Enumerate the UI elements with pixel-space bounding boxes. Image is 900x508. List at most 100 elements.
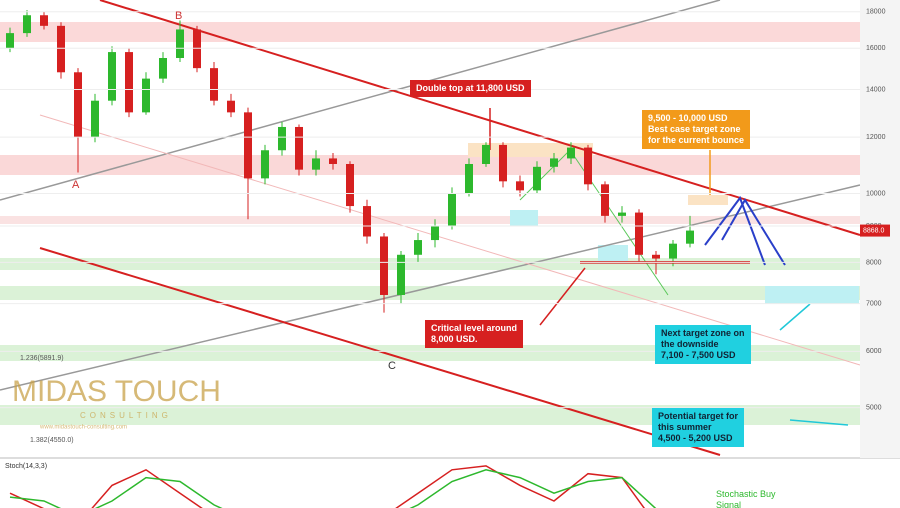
candle-body	[74, 72, 82, 138]
point-label: A	[72, 179, 80, 191]
candle-body	[295, 126, 303, 170]
annotation-line: Critical level around	[431, 323, 518, 333]
logo-sub: CONSULTING	[80, 411, 172, 420]
fib-label: 1.236(5891.9)	[20, 355, 64, 362]
y-tick-label: 6000	[866, 348, 882, 355]
trendline	[0, 0, 721, 201]
candle-body	[57, 25, 65, 73]
candle-body	[516, 181, 524, 191]
candle-body	[312, 158, 320, 170]
candle-body	[108, 52, 116, 101]
candle-body	[227, 100, 235, 113]
zone	[598, 245, 628, 261]
trendline	[0, 184, 861, 391]
annotation-line: for the current bounce	[648, 135, 745, 145]
zone	[765, 286, 859, 304]
candle-body	[23, 15, 31, 34]
annotation: Double top at 11,800 USD	[410, 80, 531, 97]
channel-line	[39, 114, 861, 366]
y-tick-label: 8000	[866, 259, 882, 266]
y-tick-label: 7000	[866, 301, 882, 308]
projection-arrow	[721, 198, 786, 266]
candle-body	[414, 240, 422, 255]
candle-body	[669, 243, 677, 259]
annotation-line: Potential target for	[658, 411, 739, 421]
candle-body	[448, 193, 456, 227]
stoch-label: Stoch(14,3,3)	[5, 463, 47, 470]
candle-body	[686, 230, 694, 244]
logo-name: MIDAS TOUCH	[12, 375, 221, 408]
zone	[0, 345, 860, 361]
zone	[0, 258, 860, 270]
zone	[0, 22, 860, 42]
last-price-label: 8868.0	[863, 227, 885, 234]
candles	[6, 10, 750, 313]
annotation-line: Next target zone on	[661, 328, 745, 338]
candle-body	[244, 112, 252, 179]
candle-body	[329, 158, 337, 164]
stochastic-pane	[9, 465, 657, 508]
stoch-line	[9, 469, 657, 508]
annotation: Potential target for this summer 4,500 - 5…	[652, 408, 745, 447]
channel-line	[99, 0, 861, 236]
pointer	[779, 303, 811, 331]
candle-body	[618, 212, 626, 216]
candle-body	[91, 100, 99, 138]
candle-body	[278, 126, 286, 151]
candle-body	[584, 147, 592, 185]
logo-url: www.midastouch-consulting.com	[39, 425, 127, 431]
candle-body	[176, 29, 184, 59]
annotation-line: Best case target zone	[648, 124, 741, 134]
candle-body	[567, 147, 575, 159]
annotation-line: 8,000 USD.	[431, 334, 478, 344]
point-label: C	[388, 360, 396, 372]
candle-body	[380, 236, 388, 295]
candle-body	[363, 206, 371, 237]
annotation: Stochastic Buy Signal	[710, 486, 782, 508]
y-tick-label: 12000	[866, 134, 886, 141]
fib-label: 1.382(4550.0)	[30, 437, 74, 444]
candle-body	[431, 226, 439, 241]
candle-body	[482, 144, 490, 164]
zone	[688, 195, 728, 205]
candle-body	[125, 52, 133, 113]
y-tick-label: 5000	[866, 405, 882, 412]
annotation-line: 4,500 - 5,200 USD	[658, 433, 733, 443]
candle-body	[40, 15, 48, 26]
candle-body	[465, 163, 473, 194]
point-label: B	[175, 10, 182, 22]
pointer	[539, 267, 586, 326]
candle-body	[193, 29, 201, 69]
candle-body	[550, 158, 558, 167]
annotation-line: Stochastic Buy	[716, 489, 776, 499]
annotation: Critical level around 8,000 USD.	[425, 320, 524, 348]
zone	[0, 286, 860, 300]
annotation-line: Signal	[716, 500, 742, 508]
candle-body	[142, 78, 150, 113]
annotation-line: this summer	[658, 422, 712, 432]
candle-body	[261, 150, 269, 179]
last-price-tag	[860, 224, 890, 237]
pointer	[789, 419, 849, 426]
candle-body	[397, 254, 405, 295]
candle-body	[635, 212, 643, 255]
y-tick-label: 18000	[866, 9, 886, 16]
annotation-line: 9,500 - 10,000 USD	[648, 113, 728, 123]
zone	[0, 216, 860, 224]
candle-body	[159, 58, 167, 79]
zone	[0, 405, 860, 425]
candle-body	[601, 184, 609, 216]
y-tick-label: 16000	[866, 45, 886, 52]
stoch-line	[9, 465, 646, 508]
y-tick-label: 14000	[866, 86, 886, 93]
candle-body	[346, 163, 354, 207]
annotation-line: the downside	[661, 339, 719, 349]
zone	[0, 155, 860, 175]
annotation: 9,500 - 10,000 USD Best case target zone f…	[642, 110, 751, 149]
annotation: Next target zone on the downside 7,100 - 7…	[655, 325, 751, 364]
candle-body	[210, 68, 218, 101]
candle-body	[6, 33, 14, 49]
y-tick-label: 10000	[866, 190, 886, 197]
